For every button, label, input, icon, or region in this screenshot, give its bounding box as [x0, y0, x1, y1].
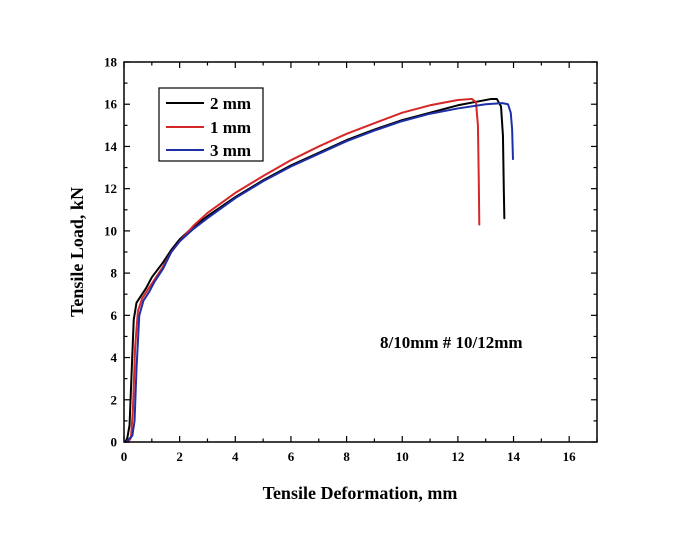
legend-label-3mm: 3 mm	[210, 141, 251, 160]
legend-label-2mm: 2 mm	[210, 94, 251, 113]
y-tick-label: 0	[111, 435, 118, 450]
y-tick-label: 12	[104, 181, 117, 196]
y-tick-label: 10	[104, 223, 117, 238]
y-tick-label: 6	[111, 308, 118, 323]
series-line-1mm	[127, 97, 481, 443]
legend-label-1mm: 1 mm	[210, 118, 251, 137]
x-tick-label: 6	[288, 449, 295, 464]
y-axis-title: Tensile Load, kN	[67, 187, 87, 317]
y-tick-label: 2	[111, 392, 118, 407]
x-tick-label: 2	[176, 449, 183, 464]
x-tick-label: 14	[507, 449, 521, 464]
legend-box	[158, 87, 264, 162]
series-lines	[124, 97, 514, 443]
series-line-3mm	[125, 102, 514, 443]
axis-ticks: 0 2 4 6 8 10 12 14 16 0 2 4 6 8 10 12 14 16 18	[104, 55, 598, 464]
y-tick-label: 8	[111, 266, 118, 281]
x-tick-label: 10	[396, 449, 409, 464]
x-tick-label: 12	[451, 449, 464, 464]
plot-frame	[123, 61, 598, 443]
y-tick-label: 4	[111, 350, 118, 365]
y-tick-label: 18	[104, 55, 118, 70]
y-tick-label: 16	[104, 97, 118, 112]
legend: 2 mm 1 mm 3 mm	[158, 87, 264, 162]
x-tick-label: 4	[232, 449, 239, 464]
x-tick-label: 0	[121, 449, 128, 464]
x-tick-label: 8	[343, 449, 350, 464]
chart-annotation: 8/10mm # 10/12mm	[380, 333, 523, 352]
y-tick-label: 14	[104, 139, 118, 154]
x-tick-label: 16	[563, 449, 577, 464]
x-axis-title: Tensile Deformation, mm	[263, 483, 458, 503]
